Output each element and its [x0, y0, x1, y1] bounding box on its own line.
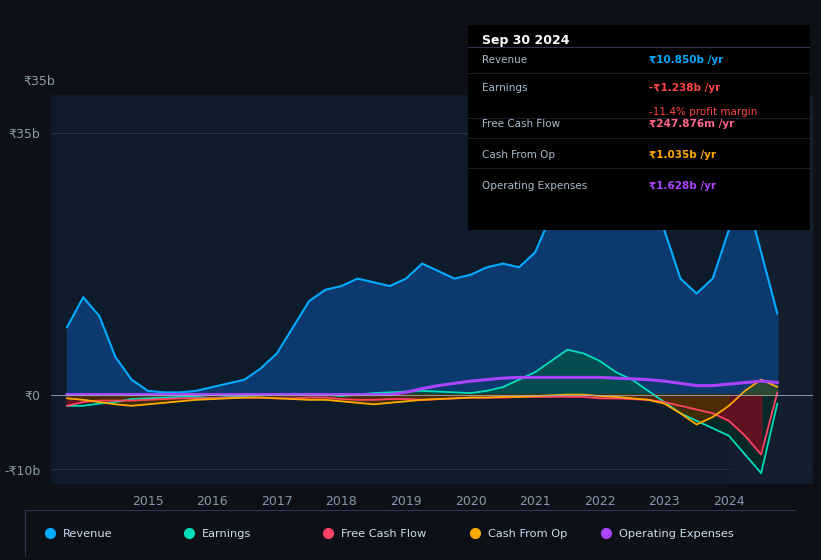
Bar: [729, 95, 813, 484]
Text: Earnings: Earnings: [482, 83, 527, 94]
Text: Free Cash Flow: Free Cash Flow: [341, 529, 426, 539]
Text: Cash From Op: Cash From Op: [488, 529, 567, 539]
Text: -₹1.238b /yr: -₹1.238b /yr: [649, 83, 720, 94]
Text: Cash From Op: Cash From Op: [482, 150, 555, 160]
Text: Revenue: Revenue: [63, 529, 112, 539]
Text: ₹35b: ₹35b: [23, 74, 55, 88]
Text: -11.4% profit margin: -11.4% profit margin: [649, 107, 757, 117]
Text: Sep 30 2024: Sep 30 2024: [482, 34, 569, 48]
Text: Revenue: Revenue: [482, 55, 527, 65]
Text: ₹1.628b /yr: ₹1.628b /yr: [649, 180, 716, 190]
Text: Earnings: Earnings: [202, 529, 251, 539]
Text: ₹10.850b /yr: ₹10.850b /yr: [649, 55, 723, 65]
Text: Free Cash Flow: Free Cash Flow: [482, 119, 560, 129]
Text: ₹1.035b /yr: ₹1.035b /yr: [649, 150, 716, 160]
Text: ₹247.876m /yr: ₹247.876m /yr: [649, 119, 734, 129]
Text: Operating Expenses: Operating Expenses: [619, 529, 734, 539]
Text: Operating Expenses: Operating Expenses: [482, 180, 587, 190]
